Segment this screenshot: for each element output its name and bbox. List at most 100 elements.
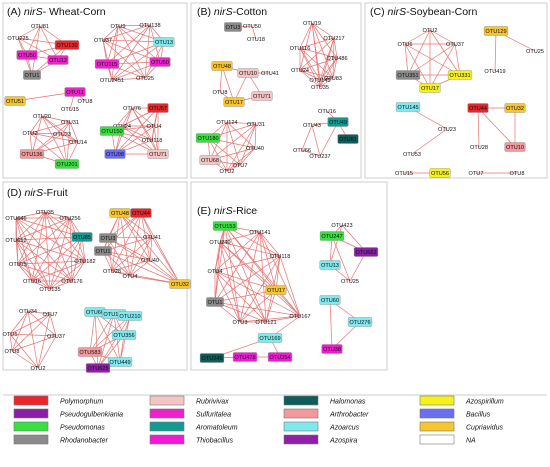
node-label: OTU34	[19, 309, 37, 315]
network-edge	[11, 310, 29, 352]
network-edge	[319, 121, 339, 157]
node-label: OTU10	[239, 71, 257, 77]
network-edge	[299, 37, 335, 71]
node-label: OTU8	[213, 90, 228, 96]
network-node: OTU98	[104, 149, 126, 159]
node-label: OTU60	[86, 310, 104, 316]
network-edge	[226, 121, 257, 125]
network-edge	[111, 25, 119, 81]
network-node: OTU20	[33, 114, 51, 120]
node-fill	[395, 70, 421, 80]
node-fill	[64, 87, 86, 97]
node-label: OTU276	[349, 320, 370, 326]
network-edge	[219, 241, 277, 291]
network-edge	[219, 241, 281, 257]
network-node: OTU423	[331, 223, 352, 229]
network-node: OTU3	[233, 320, 248, 326]
network-edge	[107, 237, 181, 285]
network-edge	[319, 57, 338, 88]
node-label: OTU23	[438, 127, 456, 133]
network-node: OTU16	[23, 279, 41, 285]
network-node: OTU48	[109, 208, 131, 218]
network-node: OTU129	[483, 26, 509, 36]
network-edge	[97, 334, 125, 369]
node-label: OTU423	[331, 223, 352, 229]
network-edge	[332, 37, 335, 79]
network-edge	[429, 29, 456, 45]
node-label: OTU16	[23, 279, 41, 285]
legend-label: Cupriavidus	[466, 425, 503, 432]
network-node: OTU75	[9, 262, 27, 268]
node-label: OTU625	[87, 366, 108, 372]
node-fill	[77, 347, 103, 357]
network-node: OTU249	[209, 240, 230, 246]
legend-item: Arthrobacter	[283, 408, 369, 419]
node-fill	[319, 260, 341, 270]
node-label: OTU20	[33, 114, 51, 120]
node-label: OTU48	[213, 64, 231, 70]
network-edge	[299, 47, 334, 79]
network-edge	[31, 121, 71, 155]
node-label: OTU17	[225, 100, 243, 106]
node-label: OTU24	[291, 68, 309, 74]
node-fill	[429, 168, 451, 178]
network-node: OTU56	[429, 168, 451, 178]
network-edge	[279, 255, 301, 317]
network-node: OTU2	[220, 169, 235, 175]
node-label: OTU37	[446, 42, 464, 48]
network-node: OTU11	[64, 87, 86, 97]
network-node: OTU19	[303, 21, 321, 27]
network-node: OTU76	[123, 106, 141, 112]
node-label: OTU51	[6, 99, 24, 105]
node-label: OTU76	[123, 106, 141, 112]
network-node: OTU31	[247, 122, 265, 128]
node-label: OTU61	[339, 137, 357, 143]
node-label: OTU44	[469, 106, 487, 112]
network-edge	[44, 211, 71, 219]
network-edge	[31, 260, 86, 282]
legend-item: Azospirillum	[419, 395, 504, 406]
node-label: OTU115	[97, 62, 118, 68]
network-edge	[29, 121, 71, 134]
node-label: OTU41	[261, 71, 279, 77]
node-label: OTU37	[47, 334, 65, 340]
network-edge	[239, 315, 301, 323]
network-edge	[214, 270, 241, 323]
node-label: OTU6	[398, 42, 413, 48]
node-label: OTU3	[233, 320, 248, 326]
network-node: OTU276	[347, 317, 373, 327]
node-fill	[232, 352, 258, 362]
legend-label: Arthrobacter	[329, 412, 369, 419]
panel-a-title: (A) nirS- Wheat-Corn	[7, 6, 106, 18]
network-edge	[429, 43, 456, 89]
node-fill	[224, 22, 242, 32]
network-edge	[494, 30, 497, 72]
node-fill	[395, 102, 421, 112]
network-node: OTU8	[510, 171, 525, 177]
network-node: OTU49	[327, 117, 349, 127]
network-edge	[214, 301, 301, 317]
node-fill	[211, 61, 233, 71]
network-node: OTU118	[270, 254, 291, 260]
network-node: OTU7	[233, 163, 248, 169]
network-edge	[301, 149, 321, 157]
node-label: OTU121	[255, 320, 276, 326]
node-label: OTU2	[23, 131, 38, 137]
network-node: OTU2	[423, 28, 438, 34]
network-node: OTU176	[61, 279, 82, 285]
network-edge	[140, 212, 151, 261]
network-node: OTU48	[211, 61, 233, 71]
network-node: OTU50	[149, 57, 171, 67]
node-fill	[447, 70, 473, 80]
network-edge	[15, 217, 86, 262]
network-edge	[9, 333, 13, 352]
network-edge	[319, 77, 334, 88]
legend-item: Polymorphum	[13, 395, 103, 406]
node-fill	[212, 221, 238, 231]
network-edge	[11, 313, 51, 352]
panel-e-title: (E) nirS-Rice	[197, 205, 257, 217]
node-label: OTU66	[293, 148, 311, 154]
network-edge	[66, 121, 71, 165]
node-fill	[319, 231, 345, 241]
network-edge	[102, 250, 181, 285]
